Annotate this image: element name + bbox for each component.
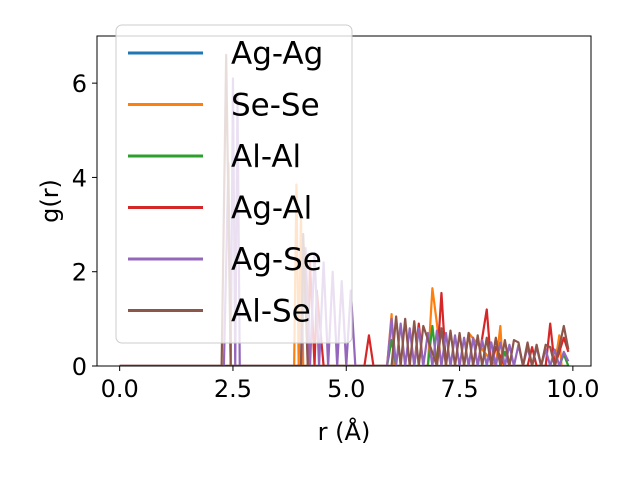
y-axis-label: g(r) xyxy=(36,179,64,223)
x-axis-label: r (Å) xyxy=(318,417,371,446)
x-tick-label: 10.0 xyxy=(546,375,599,403)
x-tick-label: 7.5 xyxy=(440,375,478,403)
series-line-al-se xyxy=(119,53,570,366)
y-axis: 0 2 4 6 xyxy=(72,70,97,381)
x-tick-label: 5.0 xyxy=(327,375,365,403)
legend: Ag-Ag Se-Se Al-Al Ag-Al Ag-Se Al-Se xyxy=(115,24,353,344)
legend-label-ag-se: Ag-Se xyxy=(231,242,322,278)
y-tick-label: 0 xyxy=(72,353,87,381)
legend-label-al-se: Al-Se xyxy=(231,294,311,330)
series-line-al-al xyxy=(119,324,570,366)
y-tick-label: 4 xyxy=(72,164,87,192)
y-tick-label: 2 xyxy=(72,259,87,287)
legend-label-ag-al: Ag-Al xyxy=(231,191,312,227)
y-tick-label: 6 xyxy=(72,70,87,98)
legend-label-al-al: Al-Al xyxy=(231,139,301,175)
legend-label-se-se: Se-Se xyxy=(231,88,320,124)
legend-label-ag-ag: Ag-Ag xyxy=(231,36,323,72)
x-tick-label: 0.0 xyxy=(101,375,139,403)
x-tick-label: 2.5 xyxy=(214,375,252,403)
x-axis: 0.0 2.5 5.0 7.5 10.0 xyxy=(101,366,600,403)
